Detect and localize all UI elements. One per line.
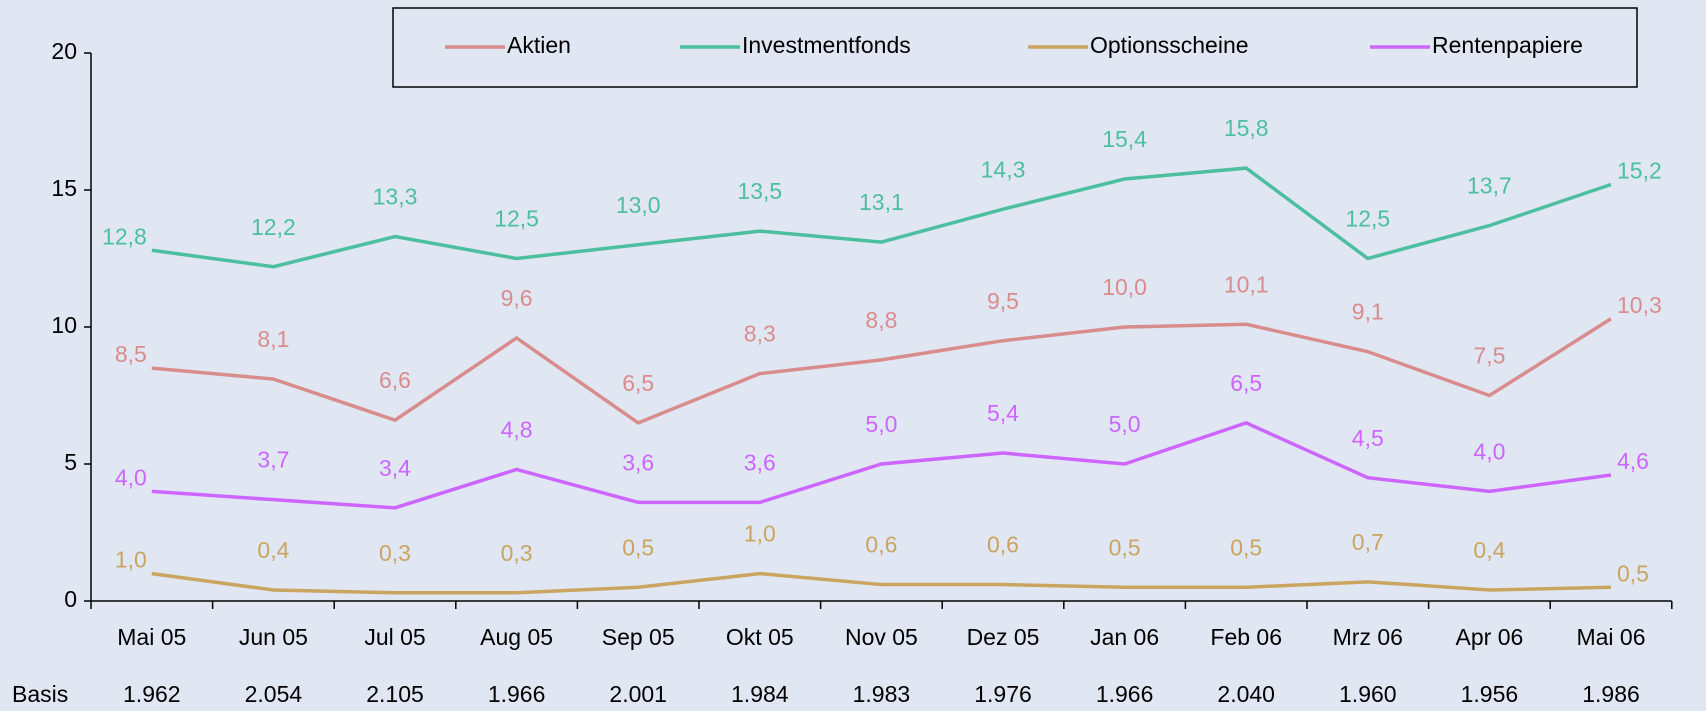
data-label: 6,6 [379,367,411,393]
data-label: 0,6 [987,532,1019,558]
x-tick-label: Jun 05 [239,624,308,650]
legend-label: Rentenpapiere [1432,32,1583,58]
data-label: 4,8 [501,417,533,443]
data-label: 0,6 [865,532,897,558]
data-label: 14,3 [981,156,1026,182]
basis-value: 1.960 [1339,681,1397,707]
data-label: 0,4 [1473,537,1505,563]
y-tick-label: 0 [64,586,77,612]
data-label: 4,6 [1617,448,1649,474]
x-tick-label: Okt 05 [726,624,794,650]
data-label: 15,8 [1224,115,1269,141]
data-label: 0,7 [1352,529,1384,555]
line [151,571,1612,595]
data-label: 13,5 [737,178,782,204]
x-tick-label: Aug 05 [480,624,553,650]
data-label: 8,3 [744,321,776,347]
x-tick-label: Mai 06 [1576,624,1645,650]
data-label: 10,0 [1102,274,1147,300]
data-label: 0,5 [622,534,654,560]
basis-label: Basis [12,681,68,707]
data-label: 13,1 [859,189,904,215]
basis-value: 2.001 [609,681,667,707]
data-label: 4,5 [1352,425,1384,451]
basis-value: 2.054 [245,681,303,707]
data-label: 6,5 [1230,370,1262,396]
x-tick-label: Sep 05 [602,624,675,650]
data-label: 10,3 [1617,292,1662,318]
data-label: 3,6 [622,449,654,475]
x-tick-label: Dez 05 [967,624,1040,650]
data-label: 10,1 [1224,271,1269,297]
data-label: 1,0 [744,521,776,547]
y-tick-label: 15 [51,175,77,201]
data-label: 15,4 [1102,126,1147,152]
basis-value: 1.976 [974,681,1032,707]
basis-value: 1.984 [731,681,789,707]
data-label: 15,2 [1617,158,1662,184]
line [151,421,1612,510]
x-tick-label: Jan 06 [1090,624,1159,650]
basis-value: 2.040 [1217,681,1275,707]
data-label: 0,5 [1109,534,1141,560]
basis-value: 1.966 [488,681,546,707]
data-label: 3,7 [257,447,289,473]
data-label: 5,4 [987,400,1019,426]
data-label: 0,3 [379,540,411,566]
basis-value: 1.966 [1096,681,1154,707]
data-label: 9,5 [987,288,1019,314]
data-label: 12,5 [494,206,539,232]
data-label: 9,6 [501,285,533,311]
y-tick-label: 20 [51,38,77,64]
basis-value: 2.105 [366,681,424,707]
data-label: 4,0 [115,464,147,490]
data-label: 12,5 [1345,206,1390,232]
basis-value: 1.962 [123,681,181,707]
data-label: 4,0 [1473,438,1505,464]
data-label: 12,2 [251,214,296,240]
data-label: 6,5 [622,370,654,396]
data-label: 7,5 [1473,343,1505,369]
data-label: 8,1 [257,326,289,352]
data-label: 8,8 [865,307,897,333]
data-label: 9,1 [1352,299,1384,325]
data-label: 5,0 [865,411,897,437]
data-label: 13,3 [373,184,418,210]
line [151,166,1612,269]
data-label: 3,4 [379,455,411,481]
basis-value: 1.986 [1582,681,1640,707]
y-tick-label: 10 [51,312,77,338]
x-tick-label: Mrz 06 [1333,624,1403,650]
data-label: 0,5 [1230,534,1262,560]
line [151,317,1612,425]
legend-label: Optionsscheine [1090,32,1249,58]
x-tick-label: Feb 06 [1210,624,1282,650]
data-label: 5,0 [1109,411,1141,437]
basis-value: 1.983 [853,681,911,707]
data-label: 13,0 [616,192,661,218]
x-tick-label: Nov 05 [845,624,918,650]
data-label: 3,6 [744,449,776,475]
x-tick-label: Apr 06 [1456,624,1524,650]
x-tick-label: Mai 05 [117,624,186,650]
data-label: 13,7 [1467,173,1512,199]
legend-label: Aktien [507,32,571,58]
basis-value: 1.956 [1461,681,1519,707]
y-tick-label: 5 [64,449,77,475]
data-label: 1,0 [115,547,147,573]
data-label: 0,4 [257,537,289,563]
data-label: 0,3 [501,540,533,566]
data-label: 0,5 [1617,560,1649,586]
legend-box [392,7,1638,88]
legend-label: Investmentfonds [742,32,911,58]
data-label: 12,8 [102,223,147,249]
x-tick-label: Jul 05 [364,624,425,650]
data-label: 8,5 [115,341,147,367]
